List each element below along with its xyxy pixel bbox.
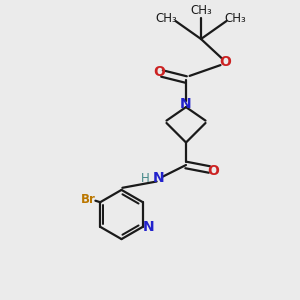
Text: O: O bbox=[219, 55, 231, 68]
Text: O: O bbox=[207, 164, 219, 178]
Text: Br: Br bbox=[81, 193, 96, 206]
Text: CH₃: CH₃ bbox=[156, 11, 177, 25]
Text: CH₃: CH₃ bbox=[190, 4, 212, 17]
Text: H: H bbox=[141, 172, 150, 185]
Text: N: N bbox=[153, 172, 165, 185]
Text: N: N bbox=[180, 97, 192, 110]
Text: N: N bbox=[143, 220, 154, 234]
Text: O: O bbox=[153, 65, 165, 79]
Text: CH₃: CH₃ bbox=[225, 11, 246, 25]
